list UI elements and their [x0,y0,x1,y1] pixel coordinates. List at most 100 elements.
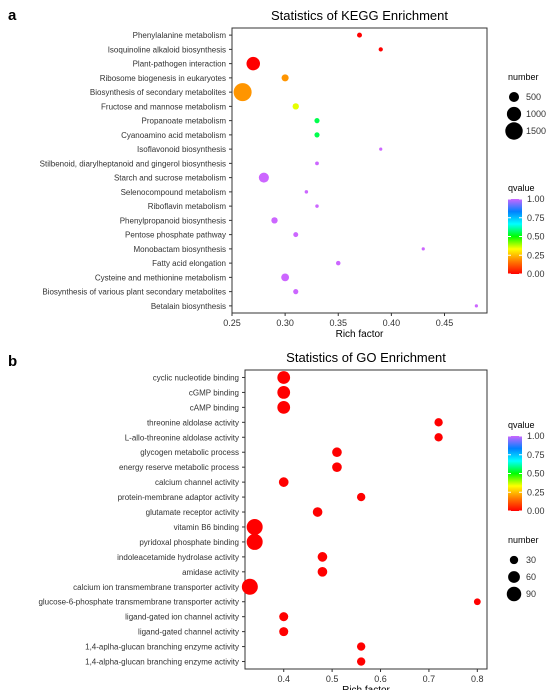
colorbar-label: 0.00 [527,506,545,516]
y-tick-label: glycogen metabolic process [140,448,239,457]
x-tick-label: 0.8 [471,674,484,684]
data-point [293,232,299,238]
data-point [246,56,260,71]
data-point [356,642,366,651]
data-point [317,552,328,562]
data-point [312,507,323,517]
y-tick-label: glucose-6-phosphate transmembrane transp… [38,598,239,607]
data-point [246,518,263,535]
size-legend-label: 1500 [526,126,546,136]
y-tick-label: Pentose phosphate pathway [125,231,226,240]
data-point [332,447,342,458]
x-tick-label: 0.4 [277,674,290,684]
data-point [378,47,383,52]
color-legend-title: qvalue [508,420,535,430]
x-tick-label: 0.35 [329,318,347,328]
size-legend-title: number [508,535,539,545]
size-legend-title: number [508,72,539,82]
data-point [277,371,291,384]
y-tick-label: 1,4-alpha-glucan branching enzyme activi… [85,658,239,667]
y-tick-label: Cysteine and methionine metabolism [95,273,227,282]
y-tick-label: 1,4-aplha-glucan branching enzyme activi… [85,643,239,652]
plot-frame [244,369,488,670]
colorbar-label: 1.00 [527,431,545,441]
y-tick-label: L-allo-threonine aldolase activity [125,433,239,442]
colorbar-label: 0.00 [527,269,545,279]
data-point [315,204,319,208]
data-point [336,260,341,266]
data-point [314,118,320,124]
plot-frame [231,27,488,314]
x-tick-label: 0.5 [326,674,339,684]
data-point [356,657,366,666]
y-tick-label: indoleacetamide hydrolase activity [117,553,239,562]
colorbar-label: 0.50 [527,232,545,242]
data-point [278,477,289,487]
go-panel: b Statistics of GO Enrichment cyclic nucle… [8,350,545,690]
y-tick-label: protein-membrane adaptor activity [118,493,239,502]
y-tick-label: vitamin B6 binding [174,523,239,532]
x-tick-label: 0.45 [436,318,454,328]
x-tick-label: 0.7 [423,674,436,684]
chart-title: Statistics of GO Enrichment [286,350,446,365]
data-point [279,612,289,622]
y-tick-label: Starch and sucrose metabolism [114,174,226,183]
data-point [434,418,443,427]
size-legend-dot [509,555,519,565]
colorbar [508,199,522,274]
size-legend-dot [506,586,522,602]
colorbar-label: 0.25 [527,487,545,497]
x-tick-label: 0.6 [374,674,387,684]
data-point [304,190,309,194]
data-point [279,627,289,637]
y-tick-label: Isoquinoline alkaloid biosynthesis [108,45,226,54]
x-tick-label: 0.40 [383,318,401,328]
y-tick-label: calcium channel activity [155,478,239,487]
data-point [241,578,258,595]
data-point [277,400,291,414]
y-tick-label: glutamate receptor activity [146,508,239,517]
data-point [473,598,481,606]
y-tick-label: Phenylalanine metabolism [133,31,227,40]
data-point [271,217,278,224]
size-legend-label: 90 [526,589,536,599]
data-point [332,462,342,472]
size-legend-dot [505,122,523,140]
y-tick-label: Selenocompound metabolism [121,188,227,197]
size-legend-label: 500 [526,92,541,102]
y-tick-label: ligand-gated ion channel activity [125,613,239,622]
data-point [292,103,299,110]
y-tick-label: Betalain biosynthesis [151,302,226,311]
y-tick-label: Stilbenoid, diarylheptanoid and gingerol… [40,159,226,168]
size-legend-label: 1000 [526,109,546,119]
y-tick-label: Isoflavonoid biosynthesis [137,145,226,154]
color-legend-title: qvalue [508,183,535,193]
y-tick-label: Plant-pathogen interaction [133,60,226,69]
data-point [357,32,362,38]
data-point [258,172,269,183]
y-tick-label: Riboflavin metabolism [148,202,227,211]
colorbar [508,436,522,511]
data-point [246,533,263,550]
data-point [474,304,478,308]
data-point [277,386,291,399]
y-tick-label: Biosynthesis of various plant secondary … [42,288,226,297]
y-tick-label: Ribosome biogenesis in eukaryotes [100,74,226,83]
y-tick-label: cGMP binding [189,388,239,397]
data-point [317,567,328,577]
data-point [293,289,299,295]
size-legend-dot [508,91,520,103]
data-point [233,83,252,102]
y-tick-label: cAMP binding [190,403,239,412]
y-tick-label: calcium ion transmembrane transporter ac… [73,583,239,592]
size-legend-label: 60 [526,572,536,582]
y-tick-label: Cyanoamino acid metabolism [121,131,226,140]
y-tick-label: pyridoxal phosphate binding [139,538,239,547]
data-point [281,74,289,82]
x-tick-label: 0.25 [223,318,241,328]
colorbar-label: 0.25 [527,250,545,260]
x-axis-label: Rich factor [342,685,390,690]
data-point [281,273,290,282]
data-point [356,492,366,502]
data-point [315,161,319,166]
